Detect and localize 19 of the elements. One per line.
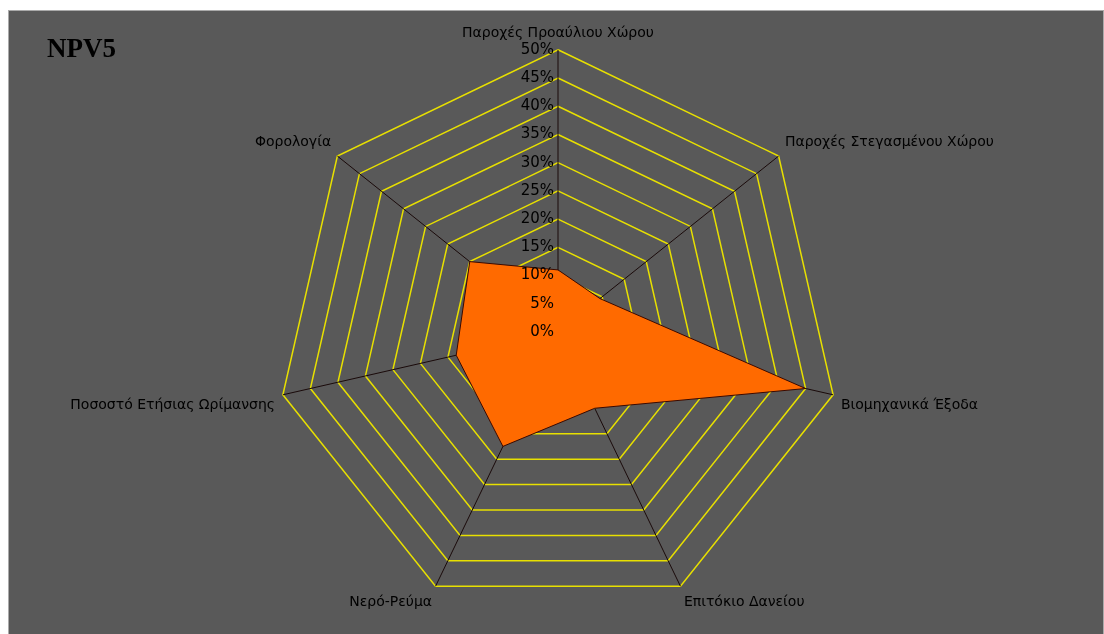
y-tick-label: 25% [520, 180, 554, 199]
spoke-label: Βιομηχανικά Έξοδα [840, 395, 979, 412]
y-tick-label: 10% [520, 265, 554, 284]
y-tick-label: 5% [530, 293, 554, 312]
y-tick-label: 15% [520, 237, 554, 256]
spoke-label: Φορολογία [254, 133, 332, 150]
y-tick-label: 40% [520, 96, 554, 115]
spoke-label: Επιτόκιο Δανείου [683, 592, 805, 609]
chart-title: NPV5 [47, 33, 116, 64]
y-tick-label: 0% [530, 321, 554, 340]
spoke-label: Παροχές Προαύλιου Χώρου [462, 24, 654, 41]
spoke-label: Νερό-Ρεύμα [349, 592, 433, 609]
y-tick-label: 35% [520, 124, 554, 143]
y-tick-label: 20% [520, 209, 554, 228]
y-tick-label: 50% [520, 39, 554, 58]
spoke-label: Παροχές Στεγασμένου Χώρου [784, 133, 994, 150]
y-tick-label: 45% [520, 67, 554, 86]
spoke-label: Ποσοστό Ετήσιας Ωρίμανσης [70, 395, 276, 412]
y-tick-label: 30% [520, 152, 554, 171]
